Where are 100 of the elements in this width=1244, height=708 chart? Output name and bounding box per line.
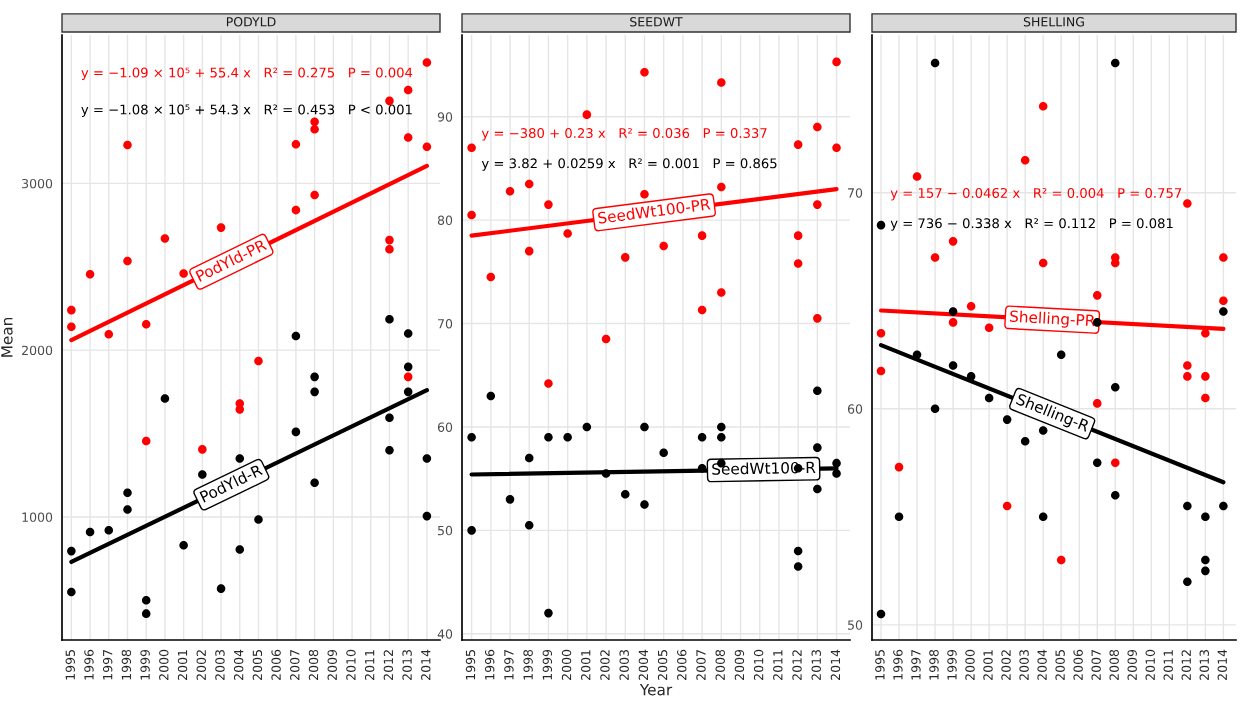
point [1201,555,1210,565]
x-tick-label: 2007 [290,650,300,680]
text: SeedWt100-PR [597,197,711,224]
point [1110,490,1120,500]
x-tick-label: 2008 [715,649,725,680]
x-tick-label: 2000 [965,649,975,680]
chart-title: PODYLD [226,17,276,27]
point [403,85,413,95]
y-tick-label: 50 [438,525,453,536]
point [67,587,76,597]
point [291,427,301,437]
point [563,229,572,238]
point [1201,566,1210,576]
point [1183,361,1192,370]
point [310,478,319,488]
point [930,404,940,414]
x-tick-label: 2006 [271,649,281,680]
point [179,541,188,550]
x-tick-label: 2003 [619,650,629,680]
point [813,200,822,209]
x-tick-label: 2011 [364,650,375,680]
point [1056,555,1066,565]
y-tick-label: 60 [437,422,453,432]
point [948,361,958,370]
point [948,318,958,327]
point [813,484,822,494]
x-tick-label: 2011 [773,650,783,680]
x-tick-label: 1996 [84,649,94,680]
series-label: Shelling-PR [1009,310,1096,330]
x-tick-label: 2004 [638,649,649,680]
x-tick-label: 2001 [983,650,993,680]
x-tick-label: 2008 [1109,649,1119,680]
point [544,379,553,388]
point [467,526,476,535]
chart-title: SEEDWT [630,17,683,27]
point [948,307,958,316]
point [793,546,803,556]
point [123,505,132,514]
point [67,546,76,556]
point [422,58,432,67]
point [813,386,822,396]
point [85,270,95,279]
point [422,511,432,521]
x-tick-label: 1995 [65,650,75,680]
point [1020,156,1030,165]
point [235,545,245,554]
x-tick-label: 2014 [830,649,841,680]
chart-title: SHELLING [1023,17,1084,27]
point [123,256,132,266]
point [697,464,707,473]
y-tick-label: 70 [848,188,863,198]
point [524,520,534,530]
point [1002,501,1012,511]
point [563,433,572,442]
point [141,596,151,605]
point [1110,382,1120,392]
point [467,433,476,442]
point [291,205,301,215]
annotation: y = −1.09 × 10⁵ + 55.4 x R² = 0.275 P = 0.004 [81,67,413,81]
point [524,246,534,256]
x-tick-label: 1998 [121,649,132,680]
point [876,220,886,230]
point [984,323,994,333]
x-tick-label: 2013 [1199,650,1209,680]
point [640,189,649,199]
point [1201,512,1210,522]
point [179,269,188,278]
point [876,609,886,619]
point [876,328,886,338]
point [422,454,432,463]
point [894,512,904,522]
point [85,527,95,537]
x-tick-label: 2014 [421,649,431,680]
point [1056,350,1066,360]
point [832,143,841,153]
x-tick-label: 2005 [657,650,668,680]
x-tick-label: 2007 [1091,650,1101,680]
point [966,372,976,381]
x-tick-label: 2002 [196,650,206,680]
point [793,562,803,571]
x-tick-label: 2006 [677,649,687,680]
x-tick-label: 2012 [792,650,802,680]
point [385,445,394,455]
point [141,436,151,446]
x-tick-label: 1997 [911,650,921,680]
point [697,433,707,442]
y-tick-label: 80 [437,215,453,226]
point [104,525,114,535]
point [717,433,726,442]
point [659,448,668,458]
point [697,231,707,240]
x-tick-label: 2006 [1073,649,1083,680]
x-tick-label: 2007 [696,650,706,680]
point [912,350,922,360]
point [422,142,432,152]
x-tick-label: 2012 [1181,650,1191,680]
point [403,362,413,372]
x-tick-label: 1999 [542,649,553,680]
x-tick-label: 2009 [327,649,337,680]
point [467,210,476,220]
